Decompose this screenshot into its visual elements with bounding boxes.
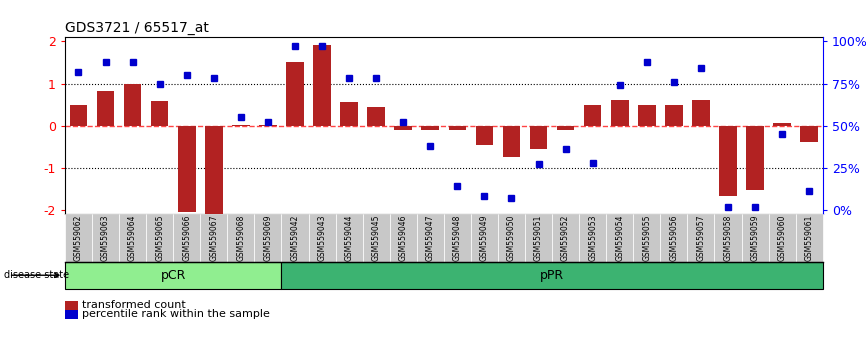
Bar — [97, 91, 114, 126]
Text: GSM559060: GSM559060 — [778, 215, 786, 261]
Text: pCR: pCR — [160, 269, 186, 282]
Bar — [746, 126, 764, 190]
Bar — [475, 126, 494, 145]
Text: GDS3721 / 65517_at: GDS3721 / 65517_at — [65, 21, 209, 35]
Text: transformed count: transformed count — [82, 300, 186, 310]
Bar — [367, 107, 385, 126]
Bar — [178, 126, 196, 212]
Bar — [151, 101, 169, 126]
Text: GSM559048: GSM559048 — [453, 215, 462, 261]
Text: GSM559064: GSM559064 — [128, 215, 137, 261]
Bar — [800, 126, 818, 142]
Bar — [502, 126, 520, 157]
Text: GSM559042: GSM559042 — [290, 215, 300, 261]
Bar — [205, 126, 223, 214]
Text: GSM559044: GSM559044 — [345, 215, 353, 261]
Text: GSM559043: GSM559043 — [318, 215, 326, 261]
Text: GSM559068: GSM559068 — [236, 215, 245, 261]
Text: GSM559054: GSM559054 — [615, 215, 624, 261]
Text: GSM559059: GSM559059 — [751, 215, 759, 261]
Text: GSM559063: GSM559063 — [101, 215, 110, 261]
Bar — [286, 62, 304, 126]
Text: GSM559045: GSM559045 — [372, 215, 381, 261]
Bar — [449, 126, 466, 130]
Text: GSM559058: GSM559058 — [723, 215, 733, 261]
Text: GSM559066: GSM559066 — [182, 215, 191, 261]
Bar — [584, 104, 602, 126]
Bar — [530, 126, 547, 149]
Bar — [611, 99, 629, 126]
Text: GSM559046: GSM559046 — [398, 215, 408, 261]
Bar — [665, 104, 682, 126]
Bar — [692, 99, 710, 126]
Text: GSM559067: GSM559067 — [210, 215, 218, 261]
Text: GSM559065: GSM559065 — [155, 215, 165, 261]
Bar — [259, 125, 277, 126]
Bar — [124, 84, 141, 126]
Bar — [69, 104, 87, 126]
Bar — [232, 125, 249, 126]
Bar — [340, 103, 358, 126]
Bar — [638, 104, 656, 126]
Bar — [394, 126, 412, 130]
Bar — [557, 126, 574, 130]
Text: pPR: pPR — [540, 269, 564, 282]
Text: GSM559052: GSM559052 — [561, 215, 570, 261]
Text: GSM559061: GSM559061 — [805, 215, 814, 261]
Text: percentile rank within the sample: percentile rank within the sample — [82, 309, 270, 319]
Text: GSM559050: GSM559050 — [507, 215, 516, 261]
Text: GSM559055: GSM559055 — [643, 215, 651, 261]
Bar — [422, 126, 439, 130]
Text: GSM559053: GSM559053 — [588, 215, 598, 261]
Text: GSM559047: GSM559047 — [426, 215, 435, 261]
Text: GSM559062: GSM559062 — [74, 215, 83, 261]
Text: disease state: disease state — [4, 270, 69, 280]
Text: GSM559056: GSM559056 — [669, 215, 678, 261]
Bar — [313, 45, 331, 126]
Bar — [719, 126, 737, 196]
Text: GSM559069: GSM559069 — [263, 215, 273, 261]
Text: GSM559049: GSM559049 — [480, 215, 489, 261]
Text: GSM559057: GSM559057 — [696, 215, 706, 261]
Bar — [773, 123, 791, 126]
Text: GSM559051: GSM559051 — [534, 215, 543, 261]
